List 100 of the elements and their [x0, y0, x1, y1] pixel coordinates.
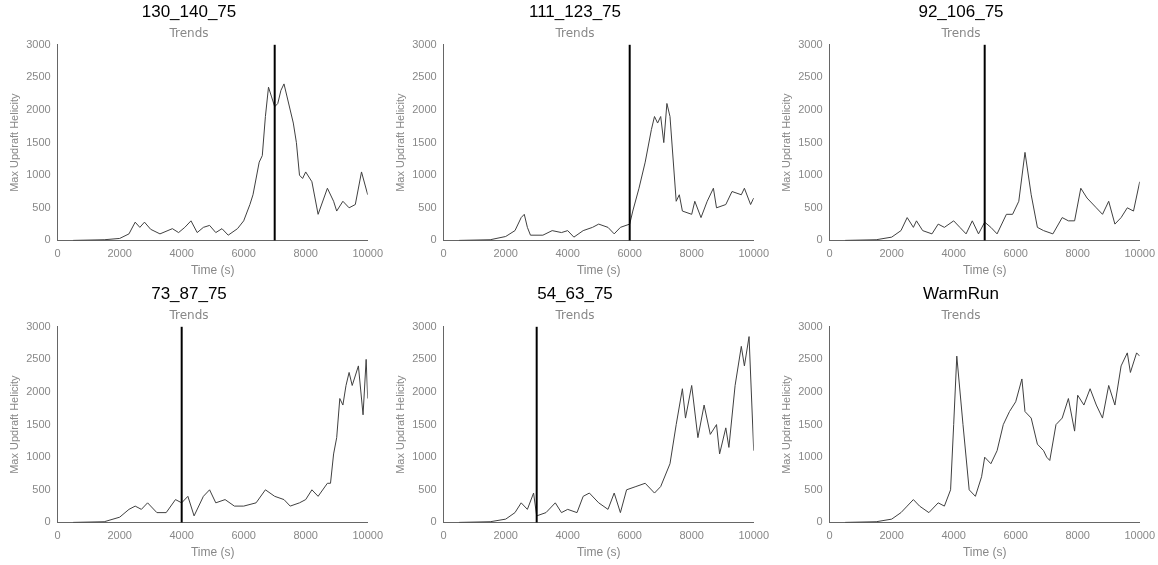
x-tick-label: 10000 [738, 529, 769, 542]
chart-subtitle: Trends [168, 25, 209, 40]
y-tick-label: 3000 [798, 37, 823, 50]
x-tick-label: 4000 [169, 529, 194, 542]
x-tick-label: 2000 [493, 529, 518, 542]
y-tick-label: 2000 [412, 103, 437, 116]
x-tick-label: 2000 [107, 247, 132, 260]
y-tick-label: 2500 [412, 352, 437, 365]
x-tick-label: 2000 [493, 247, 518, 260]
x-tick-label: 8000 [293, 529, 318, 542]
x-tick-label: 2000 [879, 247, 904, 260]
y-tick-label: 2500 [412, 70, 437, 83]
x-tick-label: 8000 [1065, 247, 1090, 260]
y-tick-label: 1500 [412, 417, 437, 430]
x-tick-label: 10000 [738, 247, 769, 260]
x-axis-title: Time (s) [962, 545, 1007, 560]
y-tick-label: 1000 [412, 450, 437, 463]
y-tick-label: 0 [430, 515, 437, 528]
chart-title: 54_63_75 [537, 283, 613, 303]
y-tick-label: 0 [44, 515, 51, 528]
y-tick-label: 3000 [412, 319, 437, 332]
x-tick-label: 6000 [617, 529, 642, 542]
y-tick-label: 2000 [26, 103, 51, 116]
y-tick-label: 2000 [798, 103, 823, 116]
x-tick-label: 4000 [555, 247, 580, 260]
x-axis-title: Time (s) [190, 545, 235, 560]
y-tick-label: 500 [32, 482, 51, 495]
x-tick-label: 10000 [352, 529, 383, 542]
y-tick-label: 2500 [798, 352, 823, 365]
y-axis-title: Max Updraft Helicity [7, 92, 20, 192]
x-tick-label: 0 [826, 529, 833, 542]
x-tick-label: 4000 [941, 247, 966, 260]
x-tick-label: 2000 [879, 529, 904, 542]
y-tick-label: 1500 [798, 135, 823, 148]
x-tick-label: 2000 [107, 529, 132, 542]
x-axis-title: Time (s) [576, 263, 621, 278]
chart-title: 111_123_75 [528, 1, 622, 21]
y-tick-label: 0 [44, 233, 51, 246]
x-tick-label: 4000 [555, 529, 580, 542]
x-tick-label: 0 [54, 529, 61, 542]
chart-subtitle: Trends [554, 307, 595, 322]
chart-title: WarmRun [923, 283, 999, 303]
y-tick-label: 3000 [26, 37, 51, 50]
y-tick-label: 2500 [26, 70, 51, 83]
y-tick-label: 1000 [26, 168, 51, 181]
y-tick-label: 3000 [412, 37, 437, 50]
x-tick-label: 0 [440, 247, 447, 260]
y-tick-label: 1500 [798, 417, 823, 430]
x-tick-label: 10000 [352, 247, 383, 260]
x-tick-label: 8000 [679, 247, 704, 260]
y-tick-label: 500 [804, 482, 823, 495]
y-tick-label: 2000 [798, 385, 823, 398]
y-axis-title: Max Updraft Helicity [779, 374, 792, 474]
x-axis-title: Time (s) [962, 263, 1007, 278]
x-tick-label: 6000 [231, 247, 256, 260]
y-tick-label: 500 [804, 200, 823, 213]
chart-title: 130_140_75 [141, 1, 237, 21]
y-tick-label: 0 [430, 233, 437, 246]
y-tick-label: 0 [816, 233, 823, 246]
chart-subtitle: Trends [940, 307, 981, 322]
x-tick-label: 4000 [941, 529, 966, 542]
y-tick-label: 1000 [798, 450, 823, 463]
x-tick-label: 10000 [1124, 529, 1155, 542]
y-tick-label: 2000 [26, 385, 51, 398]
y-axis-title: Max Updraft Helicity [393, 374, 406, 474]
y-tick-label: 3000 [26, 319, 51, 332]
y-tick-label: 500 [32, 200, 51, 213]
x-tick-label: 0 [826, 247, 833, 260]
y-tick-label: 1000 [412, 168, 437, 181]
y-axis-title: Max Updraft Helicity [393, 92, 406, 192]
x-tick-label: 6000 [1003, 247, 1028, 260]
x-tick-label: 10000 [1124, 247, 1155, 260]
x-tick-label: 8000 [679, 529, 704, 542]
y-tick-label: 500 [418, 200, 437, 213]
y-tick-label: 2500 [26, 352, 51, 365]
y-tick-label: 3000 [798, 319, 823, 332]
y-tick-label: 1000 [26, 450, 51, 463]
y-tick-label: 1500 [26, 135, 51, 148]
y-tick-label: 1500 [412, 135, 437, 148]
y-tick-label: 1500 [26, 417, 51, 430]
y-tick-label: 1000 [798, 168, 823, 181]
chart-title: 92_106_75 [918, 1, 1004, 21]
y-axis-title: Max Updraft Helicity [779, 92, 792, 192]
x-tick-label: 6000 [231, 529, 256, 542]
chart-subtitle: Trends [554, 25, 595, 40]
y-tick-label: 2000 [412, 385, 437, 398]
x-axis-title: Time (s) [576, 545, 621, 560]
chart-subtitle: Trends [168, 307, 209, 322]
chart-subtitle: Trends [940, 25, 981, 40]
y-tick-label: 0 [816, 515, 823, 528]
y-tick-label: 2500 [798, 70, 823, 83]
chart-title: 73_87_75 [151, 283, 227, 303]
x-tick-label: 4000 [169, 247, 194, 260]
x-axis-title: Time (s) [190, 263, 235, 278]
x-tick-label: 0 [54, 247, 61, 260]
y-axis-title: Max Updraft Helicity [7, 374, 20, 474]
x-tick-label: 6000 [1003, 529, 1028, 542]
x-tick-label: 8000 [1065, 529, 1090, 542]
x-tick-label: 0 [440, 529, 447, 542]
y-tick-label: 500 [418, 482, 437, 495]
